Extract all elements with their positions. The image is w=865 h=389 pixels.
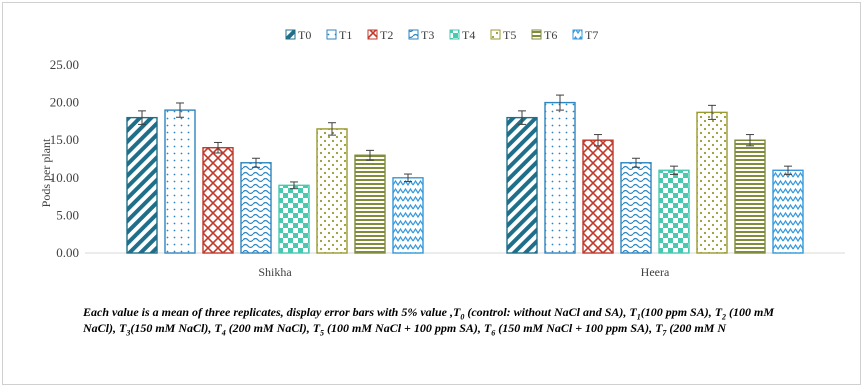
error-bar xyxy=(746,134,754,147)
error-bar xyxy=(214,141,222,154)
legend-item-t5: T5 xyxy=(490,28,516,42)
y-tick-label: 20.00 xyxy=(50,95,79,110)
legend-swatch xyxy=(531,29,542,40)
error-bar xyxy=(518,110,526,125)
bar-t4-shikha xyxy=(278,184,310,254)
figure-caption: Each value is a mean of three replicates… xyxy=(83,304,803,338)
legend-label: T0 xyxy=(298,28,311,42)
error-bar xyxy=(404,173,412,183)
caption-text: (200 mM NaCl), T xyxy=(225,321,321,335)
bar-t6-heera xyxy=(734,139,766,254)
error-bar xyxy=(252,157,260,168)
caption-text: (150 mM NaCl + 100 ppm SA), T xyxy=(495,321,663,335)
caption-text: Each value is a mean of three replicates… xyxy=(83,305,461,319)
caption-subscript: 0 xyxy=(460,312,465,322)
y-tick-label: 15.00 xyxy=(50,132,79,147)
error-bar xyxy=(366,149,374,161)
bar-t4-heera xyxy=(658,169,690,254)
caption-text: (150 mM NaCl), T xyxy=(130,321,222,335)
legend-label: T7 xyxy=(585,28,598,42)
legend: T0 T1 T2 T3 T4 T5 T6 T7 xyxy=(285,28,598,42)
caption-subscript: 7 xyxy=(662,328,667,338)
y-axis: 0.00 5.00 10.00 15.00 20.00 25.00 xyxy=(50,57,79,260)
legend-item-t1: T1 xyxy=(326,28,352,42)
legend-swatch xyxy=(285,29,296,40)
bar-t3-heera xyxy=(620,162,652,254)
legend-item-t3: T3 xyxy=(408,28,434,42)
caption-subscript: 2 xyxy=(722,312,727,322)
bar-t2-heera xyxy=(582,139,614,254)
caption-text: (control: without NaCl and SA), T xyxy=(464,305,637,319)
legend-swatch xyxy=(367,29,378,40)
x-tick-label: Heera xyxy=(641,265,670,279)
caption-subscript: 5 xyxy=(320,328,325,338)
legend-swatch xyxy=(490,29,501,40)
bar-t5-shikha xyxy=(316,128,348,254)
error-bars xyxy=(138,94,792,190)
y-tick-label: 0.00 xyxy=(56,245,79,260)
bar-t1-heera xyxy=(544,101,576,254)
bar-t7-heera xyxy=(772,169,804,254)
legend-item-t2: T2 xyxy=(367,28,393,42)
y-tick-label: 10.00 xyxy=(50,170,79,185)
legend-label: T1 xyxy=(339,28,352,42)
caption-text: (100 ppm SA), T xyxy=(640,305,723,319)
caption-subscript: 3 xyxy=(126,328,131,338)
legend-label: T4 xyxy=(462,28,475,42)
caption-subscript: 4 xyxy=(221,328,226,338)
legend-swatch xyxy=(408,29,419,40)
legend-item-t6: T6 xyxy=(531,28,557,42)
bar-t3-shikha xyxy=(240,162,272,254)
bar-t2-shikha xyxy=(202,147,234,254)
legend-item-t4: T4 xyxy=(449,28,475,42)
error-bar xyxy=(328,122,336,136)
bar-t1-shikha xyxy=(164,109,196,254)
error-bar xyxy=(632,157,640,168)
error-bar xyxy=(594,134,602,147)
legend-item-t0: T0 xyxy=(285,28,311,42)
y-axis-label: Pods per plant xyxy=(39,138,53,207)
caption-subscript: 1 xyxy=(636,312,641,322)
legend-label: T5 xyxy=(503,28,516,42)
bar-t5-heera xyxy=(696,111,728,254)
caption-text: (200 mM N xyxy=(666,321,727,335)
error-bar xyxy=(708,104,716,120)
y-tick-label: 5.00 xyxy=(56,207,79,222)
error-bar xyxy=(670,165,678,175)
error-bar xyxy=(176,102,184,118)
bars xyxy=(126,101,804,254)
legend-swatch xyxy=(572,29,583,40)
caption-subscript: 6 xyxy=(491,328,496,338)
error-bar xyxy=(556,94,564,111)
legend-swatch xyxy=(449,29,460,40)
bar-t6-shikha xyxy=(354,154,386,254)
caption-text: (100 mM NaCl), T xyxy=(83,305,775,335)
y-tick-label: 25.00 xyxy=(50,57,79,72)
error-bar xyxy=(784,165,792,175)
bar-chart: T0 T1 T2 T3 T4 T5 T6 T7 Pods per plant 0.00 5.00… xyxy=(39,28,845,279)
chart-frame: T0 T1 T2 T3 T4 T5 T6 T7 Pods per plant 0.00 5.00… xyxy=(2,2,861,385)
bar-t0-shikha xyxy=(126,116,158,254)
legend-label: T6 xyxy=(544,28,557,42)
error-bar xyxy=(138,110,146,125)
error-bar xyxy=(290,181,298,190)
legend-label: T3 xyxy=(421,28,434,42)
x-axis: Shikha Heera xyxy=(258,265,670,279)
bar-t0-heera xyxy=(506,116,538,254)
legend-label: T2 xyxy=(380,28,393,42)
x-tick-label: Shikha xyxy=(258,265,292,279)
caption-text: (100 mM NaCl + 100 ppm SA), T xyxy=(324,321,492,335)
legend-swatch xyxy=(326,29,337,40)
legend-item-t7: T7 xyxy=(572,28,598,42)
bar-t7-shikha xyxy=(392,177,424,254)
